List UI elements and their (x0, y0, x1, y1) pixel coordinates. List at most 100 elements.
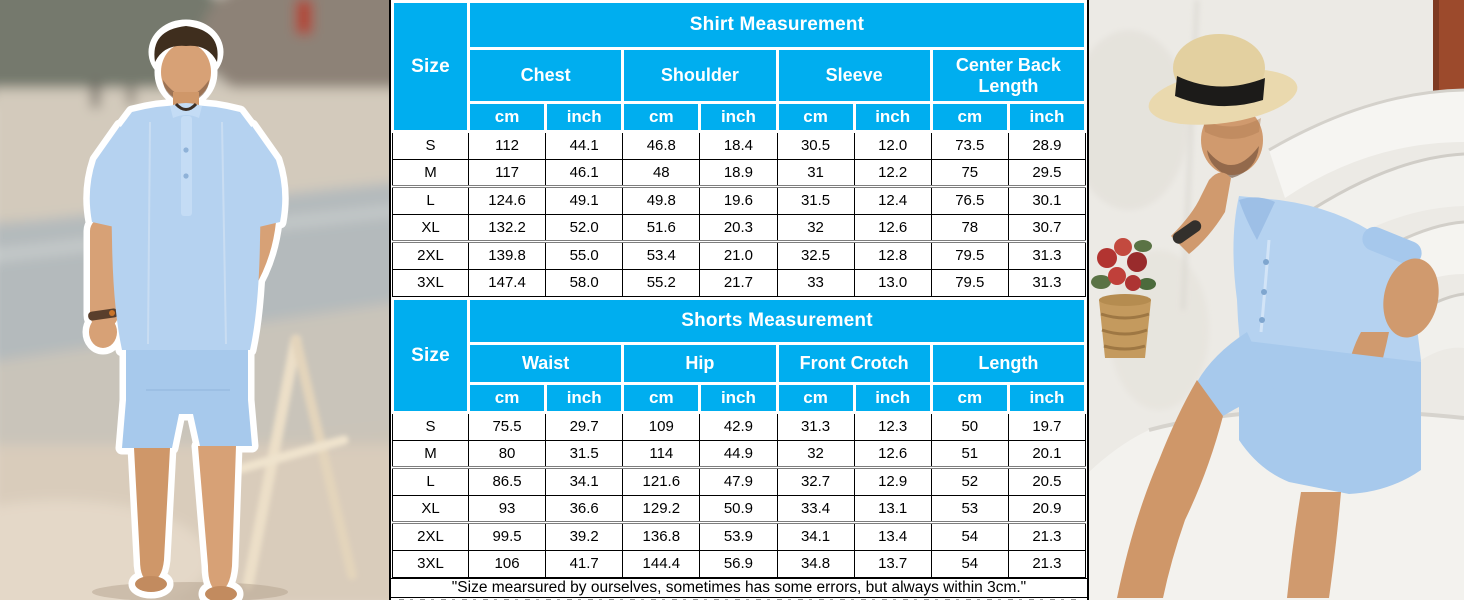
value-cell: 21.7 (699, 268, 778, 297)
size-cell: S (392, 131, 469, 160)
value-cell: 34.1 (776, 521, 855, 551)
column-group-sleeve: Sleeve (775, 47, 933, 104)
shirt-size-header: Size (391, 0, 470, 133)
value-cell: 56.9 (699, 549, 778, 578)
value-cell: 41.7 (545, 549, 624, 578)
value-cell: 109 (622, 412, 701, 441)
value-cell: 30.7 (1007, 213, 1087, 242)
value-cell: 78 (930, 213, 1009, 242)
value-cell: 32 (776, 439, 855, 468)
standing-man (88, 26, 283, 600)
column-group-hip: Hip (621, 342, 779, 385)
size-cell: L (392, 466, 469, 496)
value-cell: 53.4 (622, 240, 701, 270)
value-cell: 50 (930, 412, 1009, 441)
lower-leg (1287, 492, 1341, 598)
value-cell: 21.3 (1007, 521, 1087, 551)
unit-header: cm (466, 101, 548, 133)
value-cell: 19.6 (699, 185, 778, 215)
value-cell: 49.1 (545, 185, 624, 215)
size-cell: L (392, 185, 469, 215)
unit-header: cm (775, 101, 856, 133)
column-group-waist: Waist (466, 342, 625, 385)
value-cell: 20.9 (1007, 494, 1087, 523)
value-cell: 53.9 (699, 521, 778, 551)
value-cell: 13.1 (853, 494, 932, 523)
unit-header: cm (466, 382, 548, 414)
value-cell: 52.0 (545, 213, 624, 242)
value-cell: 136.8 (622, 521, 701, 551)
value-cell: 31.3 (1007, 268, 1087, 297)
unit-header: inch (698, 101, 779, 133)
table-row: XL 132.2 52.0 51.6 20.3 32 12.6 78 30.7 (392, 213, 1087, 242)
value-cell: 12.6 (853, 439, 932, 468)
value-cell: 129.2 (622, 494, 701, 523)
shorts-table-body: S 75.5 29.7 109 42.9 31.3 12.3 50 19.7 M 80 31.5 114… (392, 412, 1087, 578)
unit-header: inch (852, 382, 933, 414)
value-cell: 76.5 (930, 185, 1009, 215)
value-cell: 53 (930, 494, 1009, 523)
value-cell: 46.8 (622, 131, 701, 160)
value-cell: 147.4 (467, 268, 547, 297)
value-cell: 112 (467, 131, 547, 160)
value-cell: 46.1 (545, 158, 624, 187)
value-cell: 12.4 (853, 185, 932, 215)
value-cell: 28.9 (1007, 131, 1087, 160)
value-cell: 29.5 (1007, 158, 1087, 187)
value-cell: 49.8 (622, 185, 701, 215)
value-cell: 48 (622, 158, 701, 187)
value-cell: 12.9 (853, 466, 932, 496)
value-cell: 117 (467, 158, 547, 187)
value-cell: 31.3 (1007, 240, 1087, 270)
unit-header: inch (544, 382, 625, 414)
size-cell: 3XL (392, 549, 469, 578)
value-cell: 34.8 (776, 549, 855, 578)
value-cell: 50.9 (699, 494, 778, 523)
value-cell: 29.7 (545, 412, 624, 441)
measurement-tables: Size Shirt Measurement Chest Shoulder Sl… (389, 0, 1089, 600)
value-cell: 39.2 (545, 521, 624, 551)
table-row: L 86.5 34.1 121.6 47.9 32.7 12.9 52 20.5 (392, 466, 1087, 496)
size-cell: S (392, 412, 469, 441)
unit-header: inch (852, 101, 933, 133)
crossed-leg (1117, 380, 1223, 598)
leather-bracelet (1172, 220, 1202, 244)
value-cell: 20.3 (699, 213, 778, 242)
column-group-shoulder: Shoulder (621, 47, 779, 104)
value-cell: 42.9 (699, 412, 778, 441)
value-cell: 79.5 (930, 268, 1009, 297)
value-cell: 36.6 (545, 494, 624, 523)
flower-basket (1091, 238, 1156, 358)
value-cell: 99.5 (467, 521, 547, 551)
value-cell: 33.4 (776, 494, 855, 523)
shorts-table-title: Shorts Measurement (467, 297, 1087, 345)
value-cell: 31.5 (776, 185, 855, 215)
size-cell: M (392, 439, 469, 468)
value-cell: 20.1 (1007, 439, 1087, 468)
measurement-note: "Size mearsured by ourselves, sometimes … (391, 578, 1087, 598)
column-group-chest: Chest (466, 47, 625, 104)
column-group-center-back-length: Center Back Length (929, 47, 1088, 104)
table-row: S 75.5 29.7 109 42.9 31.3 12.3 50 19.7 (392, 412, 1087, 441)
value-cell: 93 (467, 494, 547, 523)
shirt-measurement-table: Size Shirt Measurement Chest Shoulder Sl… (391, 0, 1088, 297)
value-cell: 20.5 (1007, 466, 1087, 496)
value-cell: 13.7 (853, 549, 932, 578)
value-cell: 44.9 (699, 439, 778, 468)
value-cell: 44.1 (545, 131, 624, 160)
value-cell: 13.4 (853, 521, 932, 551)
value-cell: 55.0 (545, 240, 624, 270)
value-cell: 106 (467, 549, 547, 578)
value-cell: 12.2 (853, 158, 932, 187)
value-cell: 32.5 (776, 240, 855, 270)
table-row: 2XL 139.8 55.0 53.4 21.0 32.5 12.8 79.5 31.3 (392, 240, 1087, 270)
left-photo (0, 0, 389, 600)
value-cell: 34.1 (545, 466, 624, 496)
shirt-table-body: S 112 44.1 46.8 18.4 30.5 12.0 73.5 28.9 M 117 46.1… (392, 131, 1087, 297)
value-cell: 21.0 (699, 240, 778, 270)
value-cell: 30.5 (776, 131, 855, 160)
standing-model-illustration (0, 0, 389, 600)
unit-header: cm (929, 101, 1010, 133)
door-shadow (1433, 0, 1439, 118)
value-cell: 32 (776, 213, 855, 242)
